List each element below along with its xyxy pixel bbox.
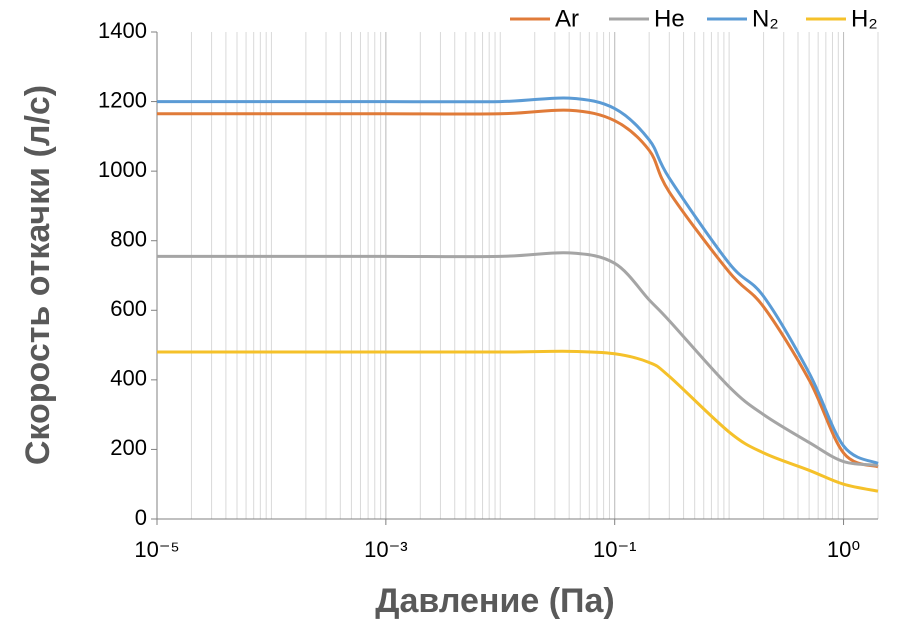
y-tick-label: 400 — [110, 366, 147, 391]
y-axis-title: Скорость откачки (л/с) — [19, 85, 57, 465]
legend-label: N₂ — [752, 5, 779, 32]
y-tick-label: 0 — [135, 505, 147, 530]
series-line — [156, 251, 879, 467]
y-tick-label: 1200 — [98, 87, 147, 112]
x-tick-label: 10⁰ — [827, 537, 860, 562]
legend-label: Ar — [555, 5, 579, 32]
legend-label: He — [654, 5, 685, 32]
x-tick-label: 10⁻³ — [364, 537, 407, 562]
y-tick-label: 1000 — [98, 157, 147, 182]
series-line — [157, 349, 879, 493]
x-axis-title: Давление (Па) — [375, 582, 614, 620]
y-tick-label: 200 — [110, 435, 147, 460]
series-line — [157, 108, 879, 469]
y-tick-label: 800 — [110, 227, 147, 252]
x-tick-label: 10⁻¹ — [593, 537, 636, 562]
legend-label: H₂ — [851, 5, 878, 32]
y-tick-label: 1400 — [98, 18, 147, 43]
series-line — [156, 96, 879, 465]
y-tick-label: 600 — [110, 296, 147, 321]
x-tick-label: 10⁻⁵ — [134, 537, 179, 562]
